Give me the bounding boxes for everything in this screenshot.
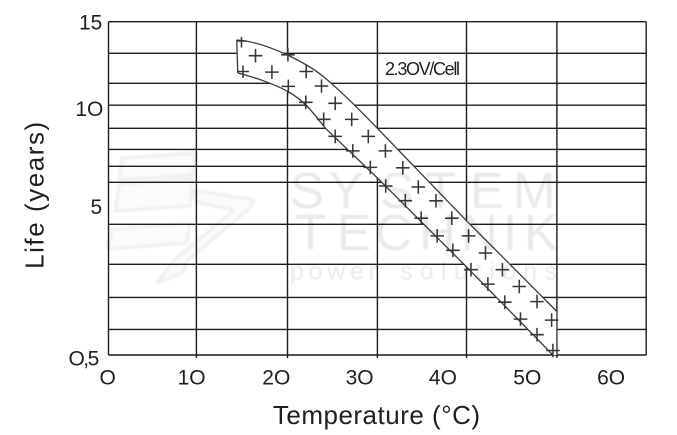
- svg-text:power: power: [290, 258, 377, 286]
- svg-text:N: N: [461, 204, 498, 261]
- svg-text:Temperature (°C): Temperature (°C): [273, 400, 481, 430]
- svg-text:Y: Y: [329, 162, 363, 219]
- svg-text:5: 5: [91, 196, 103, 219]
- svg-text:S: S: [290, 162, 324, 219]
- svg-text:O,5: O,5: [68, 347, 98, 370]
- svg-text:T: T: [295, 204, 326, 261]
- svg-text:K: K: [524, 204, 558, 261]
- svg-text:15: 15: [79, 11, 102, 34]
- svg-text:solutions: solutions: [400, 258, 557, 286]
- svg-text:2.3OV/Cell: 2.3OV/Cell: [385, 59, 460, 79]
- svg-text:6O: 6O: [597, 366, 625, 389]
- svg-text:O: O: [100, 366, 116, 389]
- svg-text:E: E: [337, 204, 371, 261]
- svg-text:3O: 3O: [346, 366, 374, 389]
- svg-text:M: M: [513, 162, 555, 219]
- svg-text:E: E: [470, 162, 504, 219]
- svg-text:I: I: [503, 204, 517, 261]
- svg-text:C: C: [375, 204, 412, 261]
- svg-text:5O: 5O: [513, 366, 541, 389]
- svg-text:Life (years): Life (years): [20, 120, 50, 269]
- svg-text:S: S: [380, 162, 414, 219]
- svg-text:1O: 1O: [178, 366, 206, 389]
- svg-text:2O: 2O: [262, 366, 290, 389]
- svg-text:4O: 4O: [429, 366, 457, 389]
- svg-text:1O: 1O: [75, 98, 103, 121]
- svg-text:H: H: [419, 204, 456, 261]
- svg-text:T: T: [425, 162, 456, 219]
